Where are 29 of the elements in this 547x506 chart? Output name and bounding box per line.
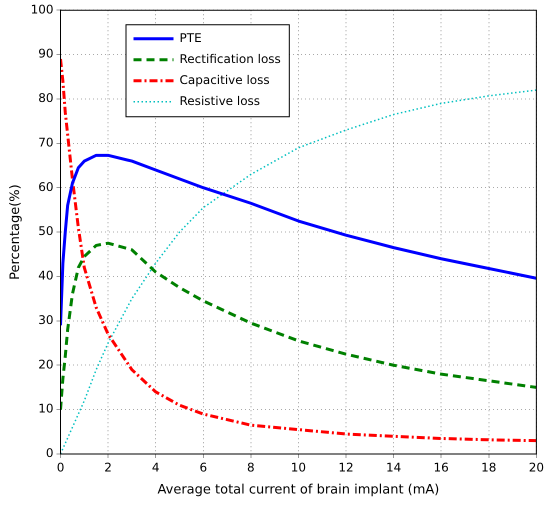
- x-tick-label: 10: [290, 460, 306, 474]
- y-tick-label: 10: [38, 402, 54, 416]
- legend-label: PTE: [180, 30, 202, 45]
- x-tick-label: 18: [481, 460, 496, 474]
- y-tick-label: 70: [38, 135, 54, 150]
- legend-label: Rectification loss: [180, 52, 281, 66]
- y-tick-label: 50: [38, 224, 54, 238]
- x-tick-label: 20: [528, 460, 544, 474]
- x-tick-label: 0: [56, 460, 64, 474]
- y-axis-title: Percentage(%): [8, 184, 24, 280]
- x-tick-label: 2: [104, 460, 112, 474]
- legend-label: Capacitive loss: [180, 72, 270, 87]
- y-tick-label: 60: [38, 180, 54, 194]
- y-tick-label: 80: [38, 91, 54, 106]
- x-tick-label: 14: [386, 460, 402, 474]
- y-tick-label: 100: [30, 2, 54, 16]
- x-tick-label: 4: [152, 460, 160, 474]
- y-tick-label: 90: [38, 46, 54, 61]
- x-axis-title: Average total current of brain implant (mA): [157, 482, 440, 498]
- line-series: [60, 242, 536, 412]
- y-tick-label: 20: [38, 357, 54, 372]
- y-tick-label: 0: [46, 446, 54, 460]
- x-tick-label: 16: [434, 460, 449, 474]
- y-tick-label: 30: [38, 312, 54, 327]
- x-tick-label: 12: [338, 460, 354, 474]
- x-tick-label: 8: [247, 460, 255, 474]
- legend-label: Resistive loss: [180, 94, 260, 108]
- x-tick-label: 6: [199, 460, 208, 474]
- y-tick-label: 40: [38, 268, 54, 283]
